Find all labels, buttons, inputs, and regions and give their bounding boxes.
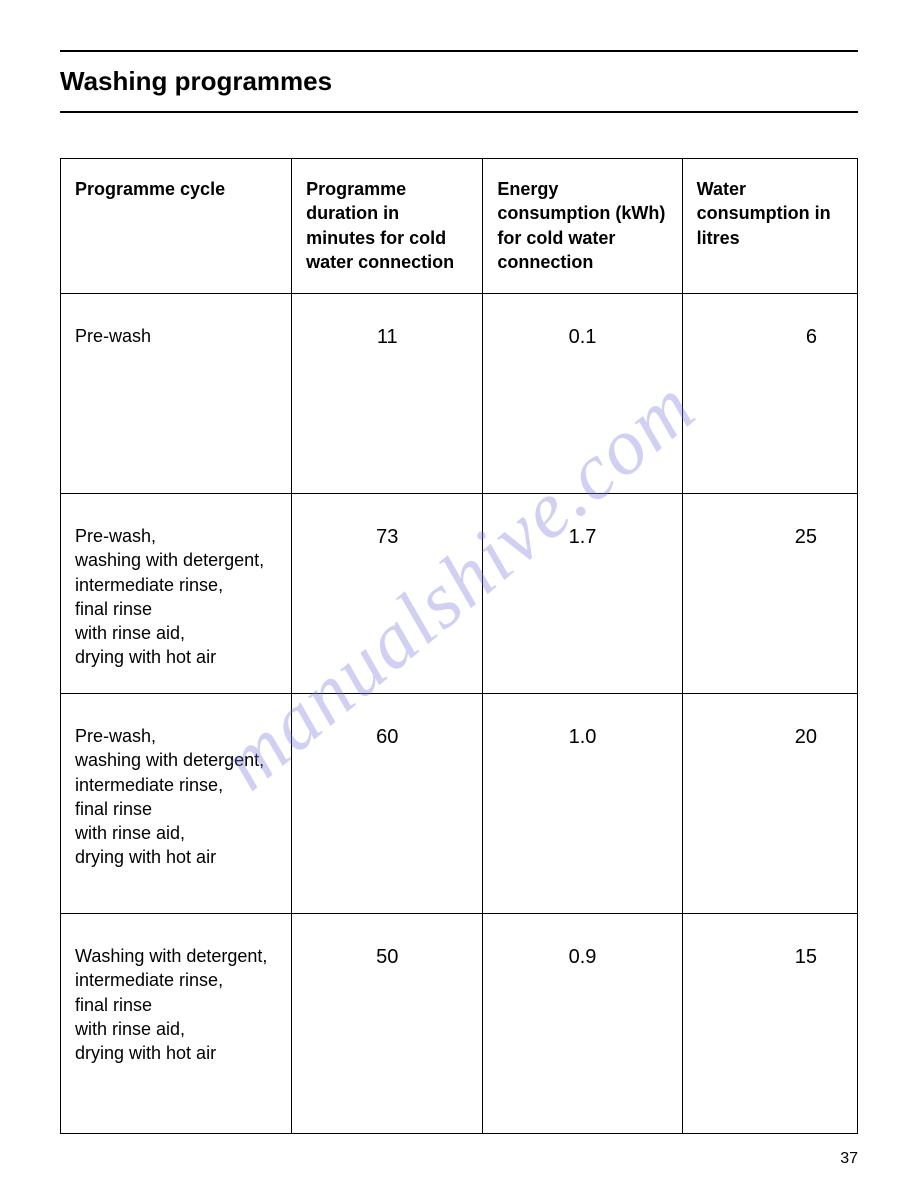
- cell-energy: 1.0: [483, 694, 682, 914]
- header-rule-bottom: [60, 111, 858, 113]
- table-row: Pre-wash 11 0.1 6: [61, 294, 858, 494]
- cell-cycle: Pre-wash,washing with detergent,intermed…: [61, 694, 292, 914]
- header-rule-top: [60, 50, 858, 52]
- cell-duration: 50: [292, 914, 483, 1134]
- cell-water: 6: [682, 294, 857, 494]
- cell-cycle: Washing with detergent,intermediate rins…: [61, 914, 292, 1134]
- cell-energy: 0.1: [483, 294, 682, 494]
- cell-water: 25: [682, 494, 857, 694]
- table-row: Pre-wash,washing with detergent,intermed…: [61, 694, 858, 914]
- cell-duration: 60: [292, 694, 483, 914]
- cell-energy: 1.7: [483, 494, 682, 694]
- page-title: Washing programmes: [60, 60, 858, 103]
- cell-energy: 0.9: [483, 914, 682, 1134]
- programmes-table: Programme cycle Programme duration in mi…: [60, 158, 858, 1134]
- cell-duration: 73: [292, 494, 483, 694]
- table-row: Pre-wash,washing with detergent,intermed…: [61, 494, 858, 694]
- col-header-energy: Energy consumption (kWh) for cold water …: [483, 159, 682, 294]
- cell-cycle: Pre-wash: [61, 294, 292, 494]
- col-header-cycle: Programme cycle: [61, 159, 292, 294]
- col-header-duration: Programme duration in minutes for cold w…: [292, 159, 483, 294]
- cell-cycle: Pre-wash,washing with detergent,intermed…: [61, 494, 292, 694]
- cell-water: 15: [682, 914, 857, 1134]
- cell-duration: 11: [292, 294, 483, 494]
- page-number: 37: [840, 1150, 858, 1168]
- cell-water: 20: [682, 694, 857, 914]
- table-row: Washing with detergent,intermediate rins…: [61, 914, 858, 1134]
- table-header-row: Programme cycle Programme duration in mi…: [61, 159, 858, 294]
- col-header-water: Water consumption in litres: [682, 159, 857, 294]
